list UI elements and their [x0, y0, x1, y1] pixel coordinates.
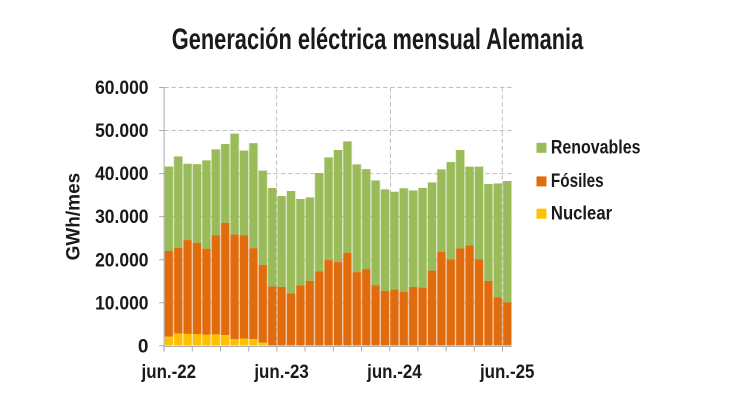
svg-text:Renovables: Renovables [551, 137, 641, 158]
svg-text:40.000: 40.000 [95, 164, 148, 185]
svg-text:20.000: 20.000 [95, 250, 148, 271]
svg-text:jun.-22: jun.-22 [141, 362, 196, 383]
svg-text:jun.-24: jun.-24 [366, 362, 422, 383]
svg-text:30.000: 30.000 [95, 207, 148, 228]
svg-text:jun.-23: jun.-23 [253, 362, 308, 383]
svg-text:60.000: 60.000 [95, 78, 148, 99]
svg-text:Generación eléctrica mensual A: Generación eléctrica mensual Alemania [172, 23, 584, 56]
svg-text:Fósiles: Fósiles [551, 171, 604, 192]
svg-text:GWh/mes: GWh/mes [64, 173, 85, 261]
svg-text:Nuclear: Nuclear [551, 203, 613, 224]
svg-text:0: 0 [138, 336, 149, 357]
svg-text:50.000: 50.000 [95, 121, 148, 142]
svg-text:jun.-25: jun.-25 [479, 362, 535, 383]
svg-text:10.000: 10.000 [95, 293, 148, 314]
